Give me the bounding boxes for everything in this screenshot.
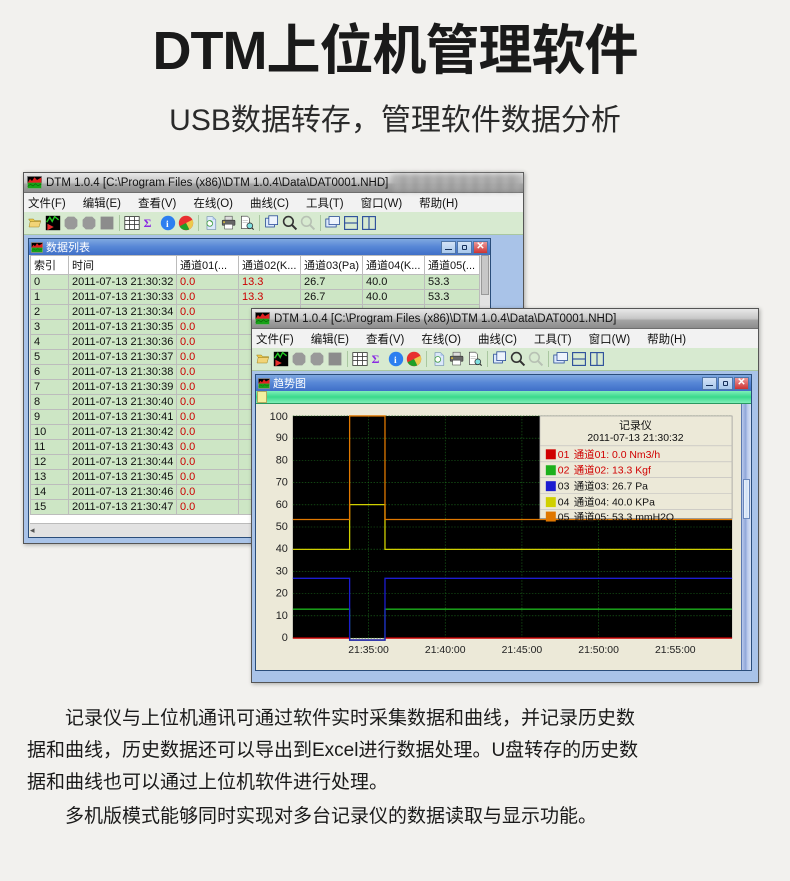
svg-text:03: 03 bbox=[558, 482, 570, 493]
svg-text:i: i bbox=[166, 219, 169, 230]
svg-text:Σ: Σ bbox=[144, 216, 152, 230]
svg-text:0: 0 bbox=[282, 632, 288, 644]
svg-text:60: 60 bbox=[276, 499, 288, 511]
svg-text:通道01: 0.0 Nm3/h: 通道01: 0.0 Nm3/h bbox=[574, 448, 661, 461]
svg-text:40: 40 bbox=[276, 543, 288, 555]
svg-text:20: 20 bbox=[276, 588, 288, 600]
svg-text:04: 04 bbox=[558, 498, 570, 509]
svg-text:通道05: 53.3 mmH2O: 通道05: 53.3 mmH2O bbox=[574, 511, 674, 524]
svg-text:05: 05 bbox=[558, 513, 570, 524]
svg-text:21:55:00: 21:55:00 bbox=[655, 645, 696, 656]
svg-text:通道03: 26.7 Pa: 通道03: 26.7 Pa bbox=[574, 480, 648, 493]
svg-text:i: i bbox=[394, 355, 397, 366]
svg-text:80: 80 bbox=[276, 454, 288, 466]
svg-text:21:40:00: 21:40:00 bbox=[425, 645, 466, 656]
svg-text:50: 50 bbox=[276, 521, 288, 533]
svg-text:通道02: 13.3 Kgf: 通道02: 13.3 Kgf bbox=[574, 464, 651, 477]
svg-text:记录仪: 记录仪 bbox=[619, 419, 652, 432]
svg-text:通道04: 40.0 KPa: 通道04: 40.0 KPa bbox=[574, 496, 655, 509]
svg-text:02: 02 bbox=[558, 466, 570, 477]
svg-text:2011-07-13 21:30:32: 2011-07-13 21:30:32 bbox=[587, 433, 683, 444]
svg-text:Σ: Σ bbox=[372, 352, 380, 366]
svg-text:70: 70 bbox=[276, 477, 288, 489]
svg-text:10: 10 bbox=[276, 610, 288, 622]
svg-text:01: 01 bbox=[558, 450, 570, 461]
svg-text:21:45:00: 21:45:00 bbox=[502, 645, 543, 656]
svg-text:21:50:00: 21:50:00 bbox=[578, 645, 619, 656]
svg-text:100: 100 bbox=[270, 411, 288, 423]
svg-text:90: 90 bbox=[276, 432, 288, 444]
svg-text:30: 30 bbox=[276, 565, 288, 577]
svg-text:21:35:00: 21:35:00 bbox=[348, 645, 389, 656]
